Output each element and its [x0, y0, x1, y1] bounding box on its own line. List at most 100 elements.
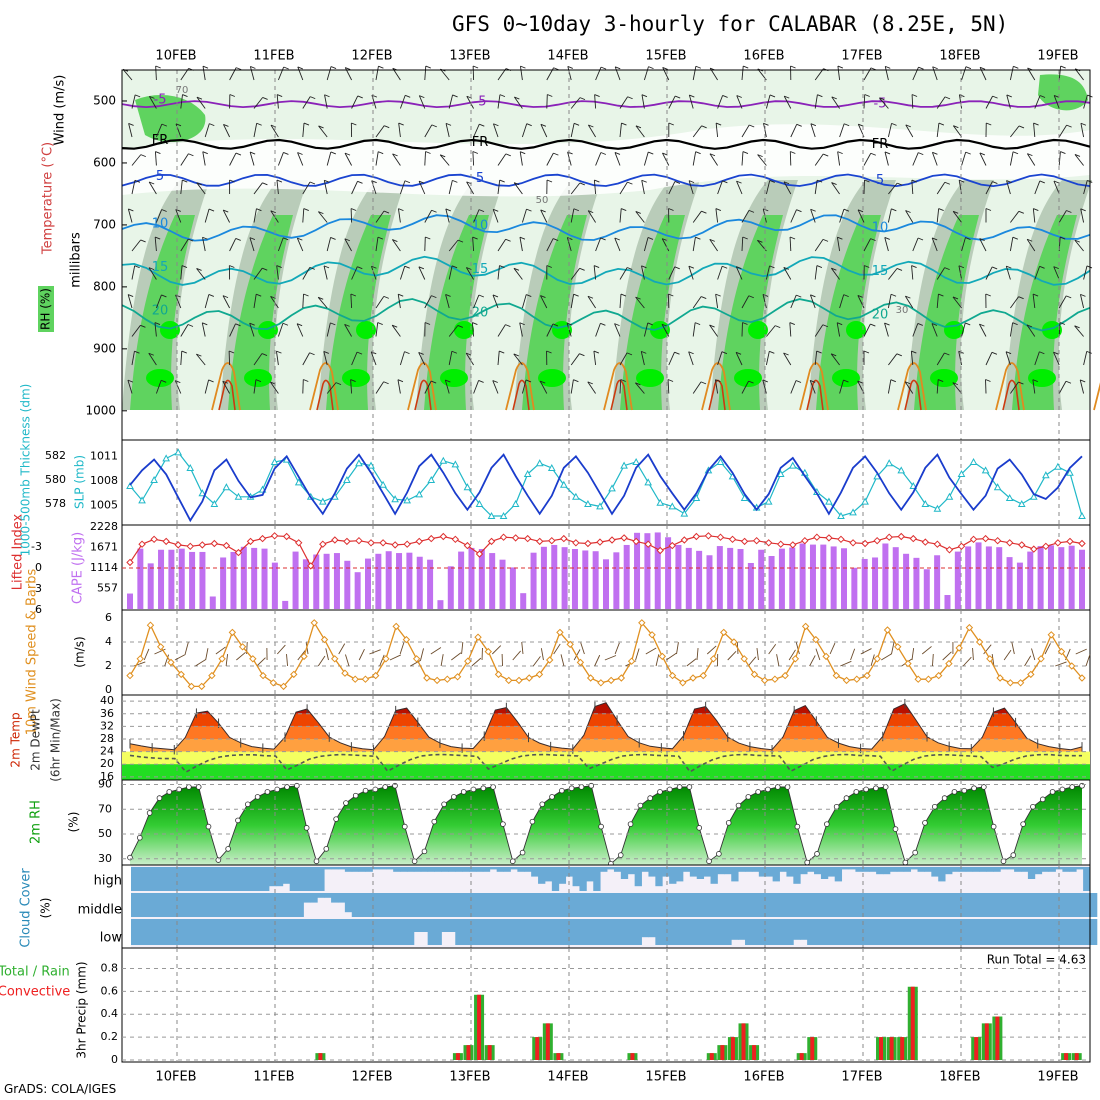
upper-wind-barb: [952, 211, 962, 223]
upper-wind-barb-flag: [614, 237, 620, 241]
upper-wind-barb: [692, 237, 696, 252]
wind-speed-point: [361, 675, 370, 683]
upper-wind-barb: [790, 209, 797, 223]
thickness-point: [632, 457, 640, 465]
thickness-point: [1005, 493, 1014, 501]
cloud-bar-high: [337, 867, 346, 870]
isotherm-label: -5: [874, 97, 887, 112]
upper-wind-barb-flag: [843, 379, 849, 383]
wind-speed-point: [658, 652, 667, 661]
rh2m-point: [529, 818, 536, 825]
upper-wind-barb: [253, 182, 263, 195]
cape-bar: [975, 542, 982, 609]
cloud-bar-high: [958, 867, 967, 872]
cloud-bar-low: [820, 919, 829, 945]
upper-wind-barb: [961, 322, 966, 337]
temp-color-band: [130, 713, 1082, 727]
upper-wind-barb-flag: [519, 322, 525, 326]
surface-wind-barb: [1031, 648, 1036, 661]
rh2m-point: [716, 851, 722, 857]
thickness-point: [439, 456, 448, 464]
upper-wind-barb: [912, 67, 919, 81]
upper-wind-barb-flag: [140, 154, 146, 158]
upper-wind-barb: [985, 352, 993, 366]
cloud-bar-low: [213, 919, 222, 945]
cloud-bar-middle: [317, 893, 325, 898]
wind-speed-point: [720, 628, 728, 637]
isotherm-label: 10: [472, 219, 489, 234]
surface-wind-barb: [256, 657, 266, 667]
surface-wind-barb: [338, 643, 346, 655]
cloud-bar-middle: [1007, 893, 1015, 917]
upper-wind-barb: [253, 97, 263, 109]
upper-wind-barb: [979, 323, 987, 337]
cape-bar: [934, 555, 941, 609]
cloud-bar-high: [489, 867, 498, 870]
cloud-bar-middle: [689, 893, 698, 917]
upper-wind-barb-flag: [579, 267, 585, 271]
upper-wind-barb-flag: [127, 294, 134, 297]
li-point: [632, 537, 640, 546]
thickness-point: [367, 461, 375, 469]
cloud-bar-low: [862, 919, 870, 945]
upper-wind-barb: [911, 94, 914, 109]
rh2m-point: [235, 817, 241, 824]
upper-wind-barb: [619, 208, 622, 223]
rh2m-point: [431, 818, 438, 825]
thickness-point: [861, 497, 869, 505]
li-point: [608, 536, 616, 544]
wind-speed-point: [812, 635, 820, 644]
rh2m-point: [666, 786, 673, 793]
cloud-bar-high: [965, 867, 974, 872]
cloud-bar-middle: [1048, 893, 1056, 917]
precip-convective-bar: [974, 1037, 979, 1060]
upper-wind-barb: [635, 296, 645, 309]
upper-wind-barb-flag: [837, 322, 843, 326]
upper-wind-barb: [466, 181, 474, 195]
upper-wind-barb-flag: [451, 265, 458, 269]
upper-wind-barb: [958, 94, 963, 109]
upper-wind-barb: [296, 323, 304, 337]
surface-wind-barb: [756, 648, 759, 661]
upper-wind-barb-flag: [762, 293, 769, 297]
upper-wind-barb: [985, 95, 993, 109]
rh-plume-green: [914, 215, 979, 410]
upper-wind-barb: [789, 236, 792, 252]
upper-wind-barb-flag: [965, 151, 971, 155]
wind-speed-point: [740, 655, 748, 663]
surface-wind-barb: [850, 648, 856, 661]
upper-wind-barb: [439, 154, 450, 166]
cloud-bar-middle: [579, 893, 587, 917]
upper-wind-barb: [570, 123, 575, 138]
cape-bar: [841, 548, 847, 609]
surface-wind-barb: [1024, 655, 1032, 667]
surface-wind-barb: [942, 651, 952, 661]
upper-wind-barb-flag: [1018, 125, 1025, 129]
cloud-bar-high: [241, 867, 249, 891]
li-point: [704, 532, 713, 540]
cloud-bar-middle: [213, 893, 222, 917]
upper-wind-barb: [717, 95, 724, 109]
upper-wind-barb: [1032, 294, 1036, 309]
li-point: [560, 534, 568, 543]
cloud-bar-high: [248, 867, 256, 891]
cloud-bar-middle: [696, 893, 705, 917]
upper-wind-barb: [418, 95, 426, 109]
upper-wind-barb-flag: [398, 208, 404, 212]
rh2m-point: [490, 784, 496, 790]
upper-wind-barb-flag: [831, 182, 837, 185]
upper-wind-barb-flag: [784, 95, 790, 99]
wind-speed-point: [249, 655, 257, 663]
upper-wind-barb-flag: [662, 66, 668, 70]
upper-wind-barb-flag: [648, 151, 654, 155]
upper-wind-barb-flag: [270, 210, 276, 214]
cloud-bar-high: [151, 867, 159, 891]
li-point: [620, 534, 628, 542]
precip-convective-bar: [545, 1023, 550, 1060]
thickness-point: [523, 469, 532, 477]
thickness-point: [608, 484, 616, 492]
wind-axis-label: Wind (m/s): [53, 75, 68, 146]
surface-wind-barb: [440, 654, 444, 667]
cloud-bar-high: [703, 867, 711, 877]
rh2m-point: [588, 782, 595, 789]
